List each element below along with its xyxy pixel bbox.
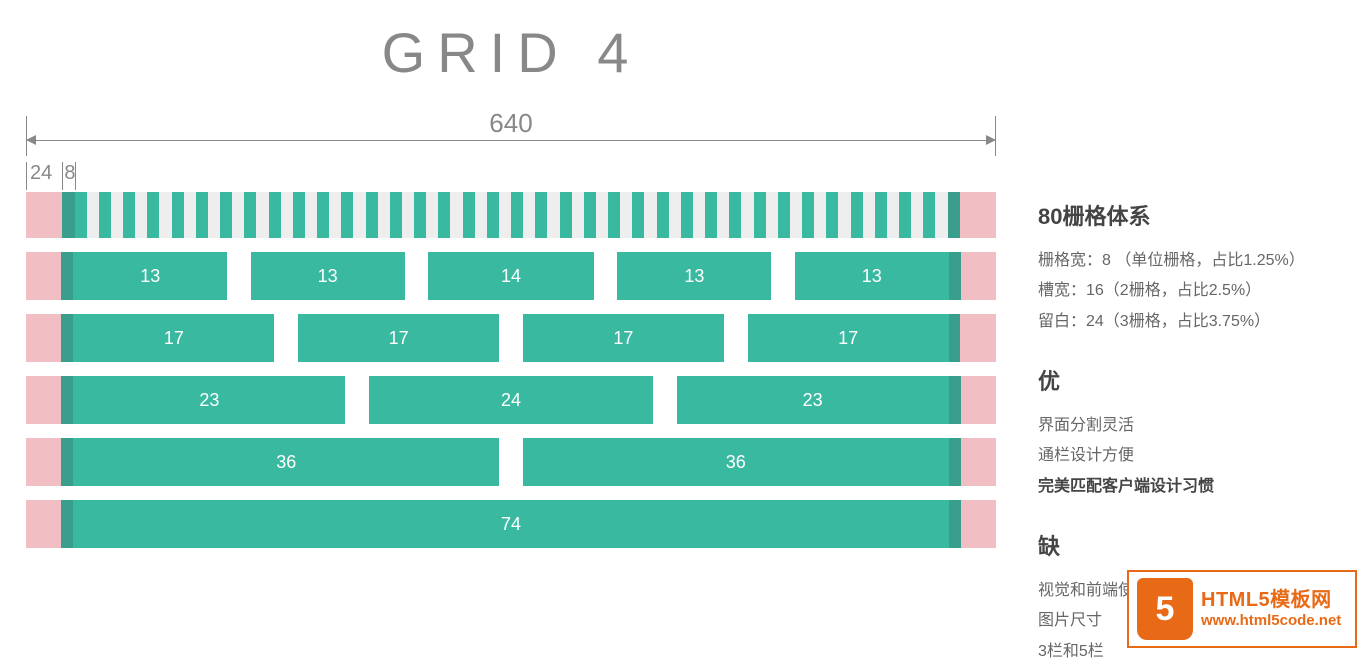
dimension-small: 24 8 bbox=[26, 162, 996, 190]
grid-cell: 23 bbox=[73, 376, 345, 424]
grid-diagram: 640 24 8 13 13 14 13 13 17 17 17 17 23 24 23 36 36 74 bbox=[26, 116, 996, 548]
info-spec-grid-width: 栅格宽：8 （单位栅格，占比1.25%） bbox=[1038, 246, 1348, 276]
grid-row: 13 13 14 13 13 bbox=[26, 252, 996, 300]
grid-cell: 13 bbox=[795, 252, 949, 300]
grid-cell: 23 bbox=[677, 376, 949, 424]
grid-row: 74 bbox=[26, 500, 996, 548]
grid-rows: 13 13 14 13 13 17 17 17 17 23 24 23 36 36 74 bbox=[26, 252, 996, 548]
grid-cell: 24 bbox=[369, 376, 653, 424]
grid-cell: 13 bbox=[617, 252, 771, 300]
grid-row: 23 24 23 bbox=[26, 376, 996, 424]
dimension-total-label: 640 bbox=[26, 108, 996, 139]
html5-badge-icon: 5 bbox=[1137, 578, 1193, 640]
grid-row: 17 17 17 17 bbox=[26, 314, 996, 362]
info-pro-1: 界面分割灵活 bbox=[1038, 411, 1348, 441]
info-spec-gutter: 槽宽：16（2栅格，占比2.5%） bbox=[1038, 276, 1348, 306]
page-title: GRID 4 bbox=[26, 20, 996, 85]
grid-row: 36 36 bbox=[26, 438, 996, 486]
grid-cell: 17 bbox=[298, 314, 499, 362]
grid-cell: 36 bbox=[73, 438, 499, 486]
watermark: 5 HTML5模板网 www.html5code.net bbox=[1127, 570, 1357, 648]
info-pro-3: 完美匹配客户端设计习惯 bbox=[1038, 472, 1348, 502]
grid-cell: 17 bbox=[748, 314, 949, 362]
info-heading-pros: 优 bbox=[1038, 361, 1348, 403]
info-heading-cons: 缺 bbox=[1038, 526, 1348, 568]
info-spec-margin: 留白：24（3栅格，占比3.75%） bbox=[1038, 307, 1348, 337]
grid-cell: 13 bbox=[73, 252, 227, 300]
grid-cell: 17 bbox=[73, 314, 274, 362]
grid-cell: 13 bbox=[251, 252, 405, 300]
grid-cell: 14 bbox=[428, 252, 594, 300]
info-pro-2: 通栏设计方便 bbox=[1038, 441, 1348, 471]
fine-grid-row bbox=[26, 192, 996, 238]
grid-cell: 74 bbox=[73, 500, 948, 548]
dimension-margin-label: 24 bbox=[30, 162, 52, 185]
dimension-total: 640 bbox=[26, 116, 996, 156]
dimension-unit-label: 8 bbox=[64, 162, 75, 185]
watermark-title: HTML5模板网 bbox=[1201, 589, 1341, 612]
grid-cell: 36 bbox=[523, 438, 949, 486]
watermark-url: www.html5code.net bbox=[1201, 612, 1341, 629]
info-heading-system: 80栅格体系 bbox=[1038, 196, 1348, 238]
grid-cell: 17 bbox=[523, 314, 724, 362]
